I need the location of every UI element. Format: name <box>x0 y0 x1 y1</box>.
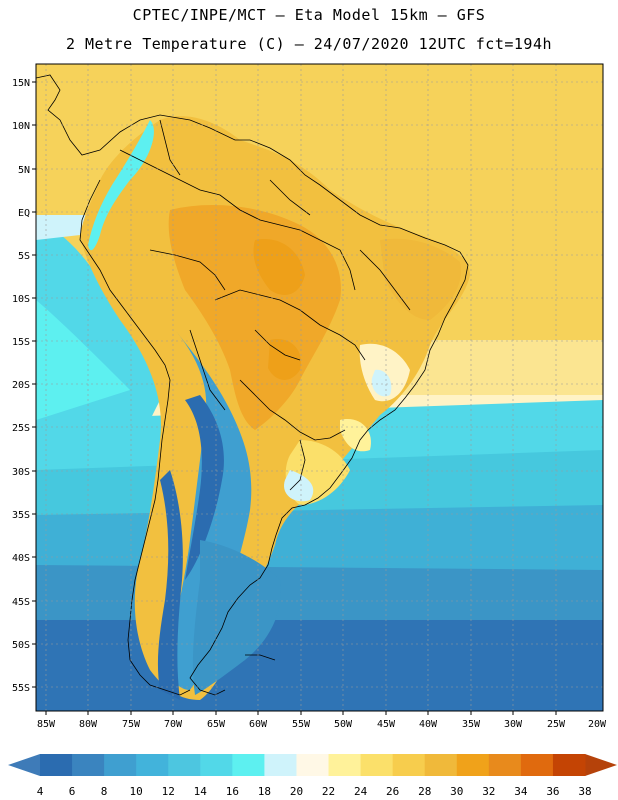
colorbar-label: 16 <box>226 785 239 798</box>
lat-label: 35S <box>12 510 30 521</box>
lon-label: 20W <box>588 719 607 730</box>
colorbar-label: 18 <box>258 785 271 798</box>
colorbar-high-arrow <box>585 754 617 776</box>
colorbar-low-arrow <box>8 754 40 776</box>
lon-label: 30W <box>504 719 523 730</box>
colorbar-label: 36 <box>546 785 559 798</box>
lon-label: 55W <box>292 719 311 730</box>
colorbar-label: 26 <box>386 785 399 798</box>
coastline <box>36 74 469 696</box>
colorbar-label: 34 <box>514 785 528 798</box>
colorbar-label: 14 <box>194 785 208 798</box>
lat-label: 40S <box>12 553 30 564</box>
map-frame <box>35 63 604 712</box>
lat-label: 15S <box>12 337 30 348</box>
axis-ticks <box>32 81 557 715</box>
lat-label: 45S <box>12 597 30 608</box>
colorbar-cell <box>104 754 137 776</box>
colorbar-cell <box>520 754 554 776</box>
colorbar-label: 20 <box>290 785 303 798</box>
colorbar-cell <box>232 754 265 776</box>
colorbar-cell <box>168 754 201 776</box>
colorbar-cell <box>200 754 233 776</box>
colorbar-label: 24 <box>354 785 368 798</box>
lon-label: 65W <box>207 719 226 730</box>
latitude-labels: 15N 10N 5N EQ 5S 10S 15S 20S 25S 30S 35S… <box>12 78 30 694</box>
lat-label: 25S <box>12 423 30 434</box>
colorbar-cell <box>264 754 297 776</box>
colorbar: 4 6 8 10 12 14 16 18 20 22 24 26 28 30 32 34 36 38 <box>8 754 617 798</box>
colorbar-cell <box>392 754 426 776</box>
longitude-labels: 85W 80W 75W 70W 65W 60W 55W 50W 45W 40W … <box>37 719 607 730</box>
lon-label: 60W <box>249 719 268 730</box>
lat-label: 50S <box>12 640 30 651</box>
colorbar-cell <box>328 754 362 776</box>
colorbar-label: 28 <box>418 785 431 798</box>
lon-label: 85W <box>37 719 56 730</box>
colorbar-label: 32 <box>482 785 495 798</box>
lon-label: 75W <box>122 719 141 730</box>
lon-label: 25W <box>547 719 566 730</box>
colorbar-cell <box>40 754 73 776</box>
title-line-1: CPTEC/INPE/MCT – Eta Model 15km – GFS <box>132 6 486 24</box>
lat-label: 10N <box>12 121 30 132</box>
colorbar-cell <box>488 754 522 776</box>
lat-label: 5S <box>18 251 30 262</box>
colorbar-cell <box>136 754 169 776</box>
lat-label: 15N <box>12 78 30 89</box>
colorbar-label: 10 <box>130 785 143 798</box>
lon-label: 45W <box>377 719 396 730</box>
title-line-2: 2 Metre Temperature (C) – 24/07/2020 12U… <box>65 35 553 53</box>
colorbar-label: 38 <box>578 785 591 798</box>
lon-label: 35W <box>462 719 481 730</box>
colorbar-label: 12 <box>162 785 175 798</box>
colorbar-label: 30 <box>450 785 463 798</box>
colorbar-cell <box>296 754 330 776</box>
colorbar-cell <box>424 754 458 776</box>
colorbar-label: 6 <box>69 785 76 798</box>
lat-label: EQ <box>18 208 30 219</box>
lat-label: 20S <box>12 380 30 391</box>
lon-label: 40W <box>419 719 438 730</box>
colorbar-label: 22 <box>322 785 335 798</box>
colorbar-cell <box>552 754 586 776</box>
colorbar-label: 4 <box>37 785 44 798</box>
lon-label: 70W <box>164 719 183 730</box>
temperature-field <box>36 64 603 711</box>
lat-label: 5N <box>18 165 30 176</box>
lon-label: 80W <box>79 719 98 730</box>
colorbar-cell <box>456 754 490 776</box>
lat-label: 10S <box>12 294 30 305</box>
colorbar-cell <box>360 754 394 776</box>
lon-label: 50W <box>334 719 353 730</box>
lat-label: 30S <box>12 467 30 478</box>
lat-label: 55S <box>12 683 30 694</box>
colorbar-cell <box>72 754 105 776</box>
colorbar-label: 8 <box>101 785 108 798</box>
